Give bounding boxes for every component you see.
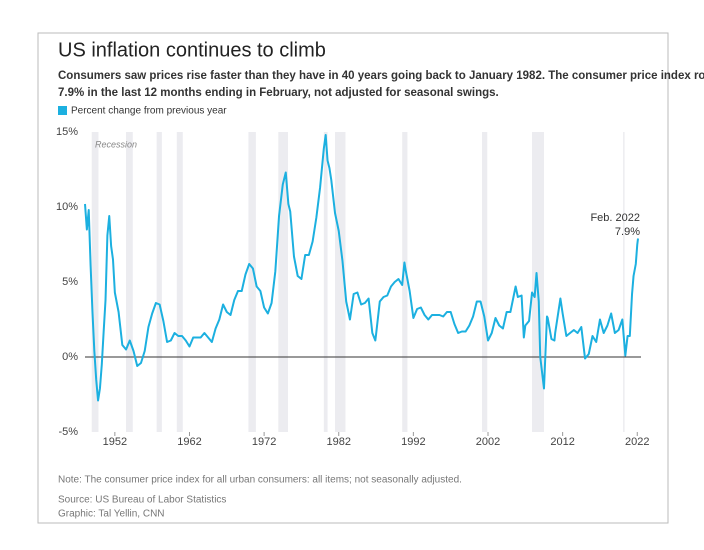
x-tick-label: 2002 [476,436,500,448]
recession-band [156,132,162,432]
recession-band [335,132,346,432]
y-tick-label: 10% [56,201,78,213]
x-tick-label: 1992 [401,436,425,448]
x-tick-label: 1962 [177,436,201,448]
recession-band [176,132,183,432]
x-tick-label: 2022 [625,436,649,448]
chart-title: US inflation continues to climb [58,39,326,61]
legend-swatch [58,106,67,115]
y-tick-label: 5% [62,276,78,288]
note: Note: The consumer price index for all u… [58,475,462,486]
legend-label: Percent change from previous year [71,106,227,117]
x-tick-label: 1982 [327,436,351,448]
subtitle: Consumers saw prices rise faster than th… [58,70,704,82]
y-tick-label: -5% [58,426,78,438]
recession-band [91,132,99,432]
annotation: 7.9% [615,226,640,238]
annotation: Feb. 2022 [590,212,640,224]
y-tick-label: 0% [62,351,78,363]
x-tick-label: 1952 [103,436,127,448]
series-line [84,134,640,402]
recession-band [482,132,488,432]
recession-label: Recession [95,139,137,149]
recession-band [402,132,408,432]
x-tick-label: 1972 [252,436,276,448]
recession-band [126,132,133,432]
recession-band [278,132,288,432]
subtitle: 7.9% in the last 12 months ending in Feb… [58,87,499,99]
recession-band [323,132,328,432]
frame [37,32,669,524]
recession-band [248,132,256,432]
recession-band [623,132,625,432]
credit: Graphic: Tal Yellin, CNN [58,509,165,520]
x-tick-label: 2012 [550,436,574,448]
y-tick-label: 15% [56,126,78,138]
source: Source: US Bureau of Labor Statistics [58,495,226,506]
